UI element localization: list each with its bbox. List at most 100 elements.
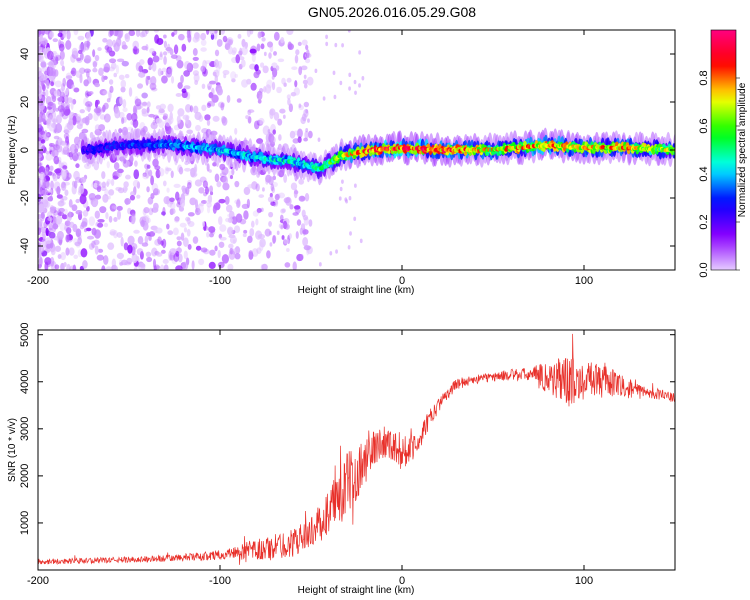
y-tick-label: 1000 bbox=[19, 511, 31, 535]
heatmap-cell bbox=[280, 208, 286, 214]
colorbar-gradient bbox=[711, 30, 736, 270]
heatmap-cell bbox=[118, 74, 125, 80]
heatmap-cell bbox=[65, 75, 73, 80]
heatmap-cell bbox=[116, 205, 123, 211]
heatmap-cell bbox=[213, 69, 220, 78]
heatmap-cell bbox=[61, 149, 67, 155]
heatmap-cell bbox=[146, 186, 150, 193]
heatmap-cell bbox=[106, 46, 113, 53]
heatmap-cell bbox=[180, 198, 186, 208]
heatmap-cell bbox=[175, 93, 182, 98]
heatmap-cell bbox=[256, 43, 261, 52]
heatmap-cell bbox=[169, 197, 175, 203]
heatmap-cell bbox=[234, 253, 241, 260]
heatmap-cell bbox=[208, 169, 212, 173]
heatmap-cell bbox=[283, 197, 291, 204]
heatmap-cell bbox=[303, 83, 308, 89]
heatmap-cell bbox=[85, 106, 92, 112]
heatmap-cell bbox=[59, 50, 65, 60]
heatmap-cell bbox=[50, 180, 54, 191]
heatmap-cell bbox=[114, 172, 119, 177]
heatmap-cell bbox=[159, 264, 165, 270]
heatmap-cell bbox=[200, 39, 207, 46]
heatmap-cell bbox=[60, 252, 67, 261]
heatmap-cell bbox=[221, 116, 228, 126]
heatmap-cell bbox=[283, 82, 287, 87]
heatmap-cell bbox=[58, 207, 65, 213]
y-tick-label: -20 bbox=[19, 190, 31, 206]
heatmap-cell bbox=[115, 64, 120, 75]
heatmap-cell bbox=[133, 267, 138, 270]
heatmap-cell bbox=[157, 236, 162, 245]
heatmap-cell bbox=[297, 136, 302, 144]
heatmap-cell bbox=[173, 44, 179, 55]
heatmap-cell bbox=[208, 261, 216, 270]
heatmap-cell bbox=[71, 204, 78, 212]
heatmap-cell bbox=[53, 155, 60, 165]
heatmap-cell bbox=[301, 39, 308, 46]
heatmap-cell bbox=[75, 163, 80, 169]
heatmap-cell bbox=[286, 30, 294, 35]
heatmap-cell bbox=[159, 53, 163, 61]
x-tick-label: 0 bbox=[399, 275, 405, 287]
heatmap-cell bbox=[142, 101, 147, 106]
heatmap-cell bbox=[125, 34, 129, 40]
heatmap-cell bbox=[206, 231, 210, 238]
heatmap-cell bbox=[271, 67, 278, 78]
heatmap-cell bbox=[162, 258, 169, 265]
y-tick-label: 3000 bbox=[19, 417, 31, 441]
heatmap-cell bbox=[173, 216, 180, 223]
heatmap-cell bbox=[175, 265, 183, 270]
heatmap-cell bbox=[302, 237, 309, 247]
heatmap-cell bbox=[190, 172, 197, 178]
heatmap-cell bbox=[108, 51, 115, 56]
heatmap-cell bbox=[156, 37, 164, 46]
heatmap-cell bbox=[226, 226, 234, 236]
heatmap-cell bbox=[250, 220, 255, 228]
heatmap-cell bbox=[296, 219, 302, 226]
heatmap-cell bbox=[124, 197, 131, 205]
heatmap-cell bbox=[205, 199, 213, 204]
heatmap-cell bbox=[163, 55, 167, 65]
heatmap-cell bbox=[92, 49, 96, 58]
heatmap-cell bbox=[203, 248, 210, 255]
heatmap-cell bbox=[142, 173, 150, 180]
heatmap-cell bbox=[264, 228, 271, 237]
heatmap-cell bbox=[295, 231, 299, 239]
heatmap-cell bbox=[305, 128, 309, 133]
heatmap-cell bbox=[295, 49, 300, 56]
heatmap-cell bbox=[93, 182, 98, 189]
heatmap-cell bbox=[283, 173, 288, 183]
heatmap-cell bbox=[95, 99, 100, 105]
heatmap-cell bbox=[145, 30, 149, 35]
heatmap-cell bbox=[169, 48, 174, 56]
heatmap-cell bbox=[71, 84, 76, 90]
heatmap-cell bbox=[173, 183, 181, 189]
heatmap-cell bbox=[128, 30, 136, 37]
heatmap-cell bbox=[251, 53, 256, 63]
heatmap-cell bbox=[353, 79, 357, 85]
heatmap-cell bbox=[103, 222, 109, 228]
heatmap-cell bbox=[106, 39, 113, 48]
heatmap-cell bbox=[171, 32, 175, 37]
heatmap-cell bbox=[77, 35, 85, 41]
heatmap-cell bbox=[55, 56, 59, 64]
heatmap-cell bbox=[38, 78, 41, 87]
heatmap-cell bbox=[70, 100, 74, 111]
heatmap-cell bbox=[118, 128, 123, 134]
heatmap-cell bbox=[334, 42, 338, 48]
heatmap-cell bbox=[272, 129, 276, 135]
heatmap-cell bbox=[120, 79, 127, 89]
heatmap-cell bbox=[79, 73, 83, 84]
heatmap-cell bbox=[97, 218, 105, 223]
heatmap-cell bbox=[38, 153, 43, 159]
heatmap-cell bbox=[79, 52, 84, 61]
heatmap-cell bbox=[249, 30, 254, 35]
heatmap-cell bbox=[303, 101, 310, 108]
heatmap-cell bbox=[55, 139, 63, 146]
colorbar: 0.0 0.2 0.4 0.6 0.8 Normalized spectral ampl… bbox=[698, 29, 748, 278]
heatmap-cell bbox=[206, 119, 211, 126]
heatmap-cell bbox=[113, 216, 118, 223]
heatmap-cell bbox=[150, 76, 157, 86]
heatmap-cell bbox=[306, 49, 310, 59]
